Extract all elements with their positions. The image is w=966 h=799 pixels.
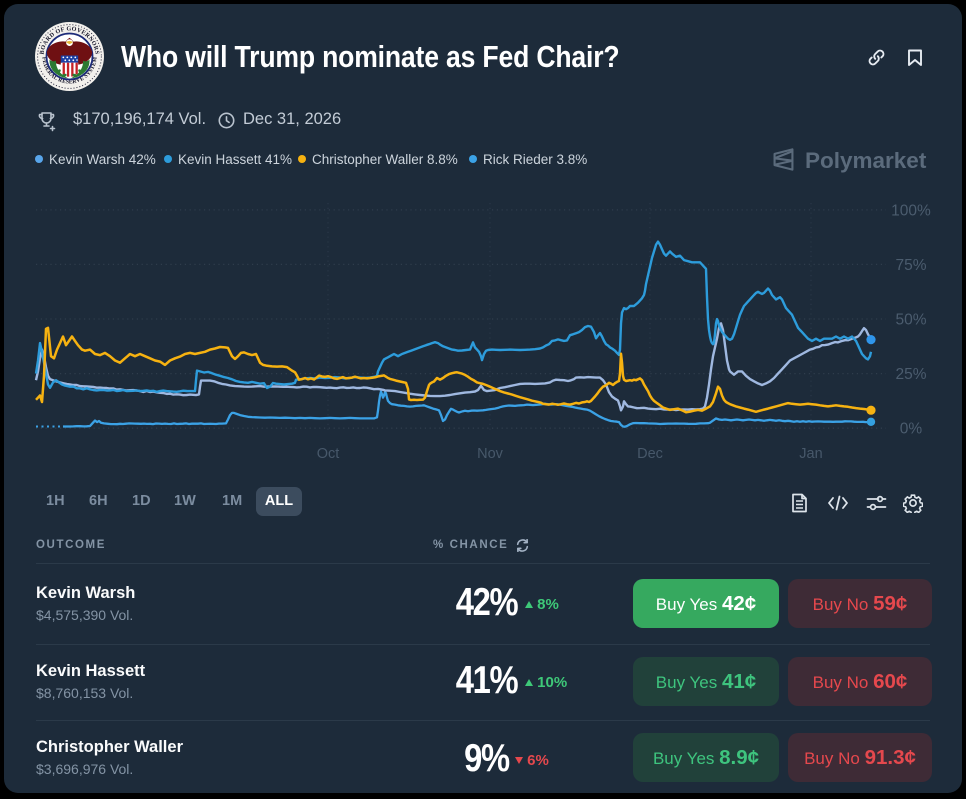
svg-text:75%: 75% <box>895 257 926 274</box>
svg-text:25%: 25% <box>895 366 926 383</box>
svg-text:0%: 0% <box>900 421 923 438</box>
svg-text:Nov: Nov <box>477 446 504 462</box>
svg-text:100%: 100% <box>891 202 931 219</box>
svg-text:Dec: Dec <box>637 446 663 462</box>
svg-text:Jan: Jan <box>799 446 822 462</box>
svg-text:Oct: Oct <box>317 446 340 462</box>
svg-text:50%: 50% <box>895 312 926 329</box>
